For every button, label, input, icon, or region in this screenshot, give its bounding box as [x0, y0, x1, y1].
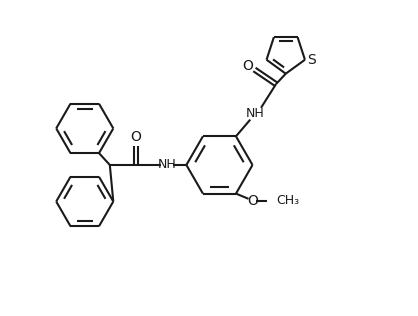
Text: NH: NH	[158, 158, 177, 172]
Text: NH: NH	[246, 107, 265, 120]
Text: O: O	[130, 130, 141, 144]
Text: CH₃: CH₃	[276, 194, 299, 207]
Text: S: S	[307, 53, 316, 67]
Text: O: O	[247, 194, 258, 208]
Text: O: O	[243, 59, 254, 73]
